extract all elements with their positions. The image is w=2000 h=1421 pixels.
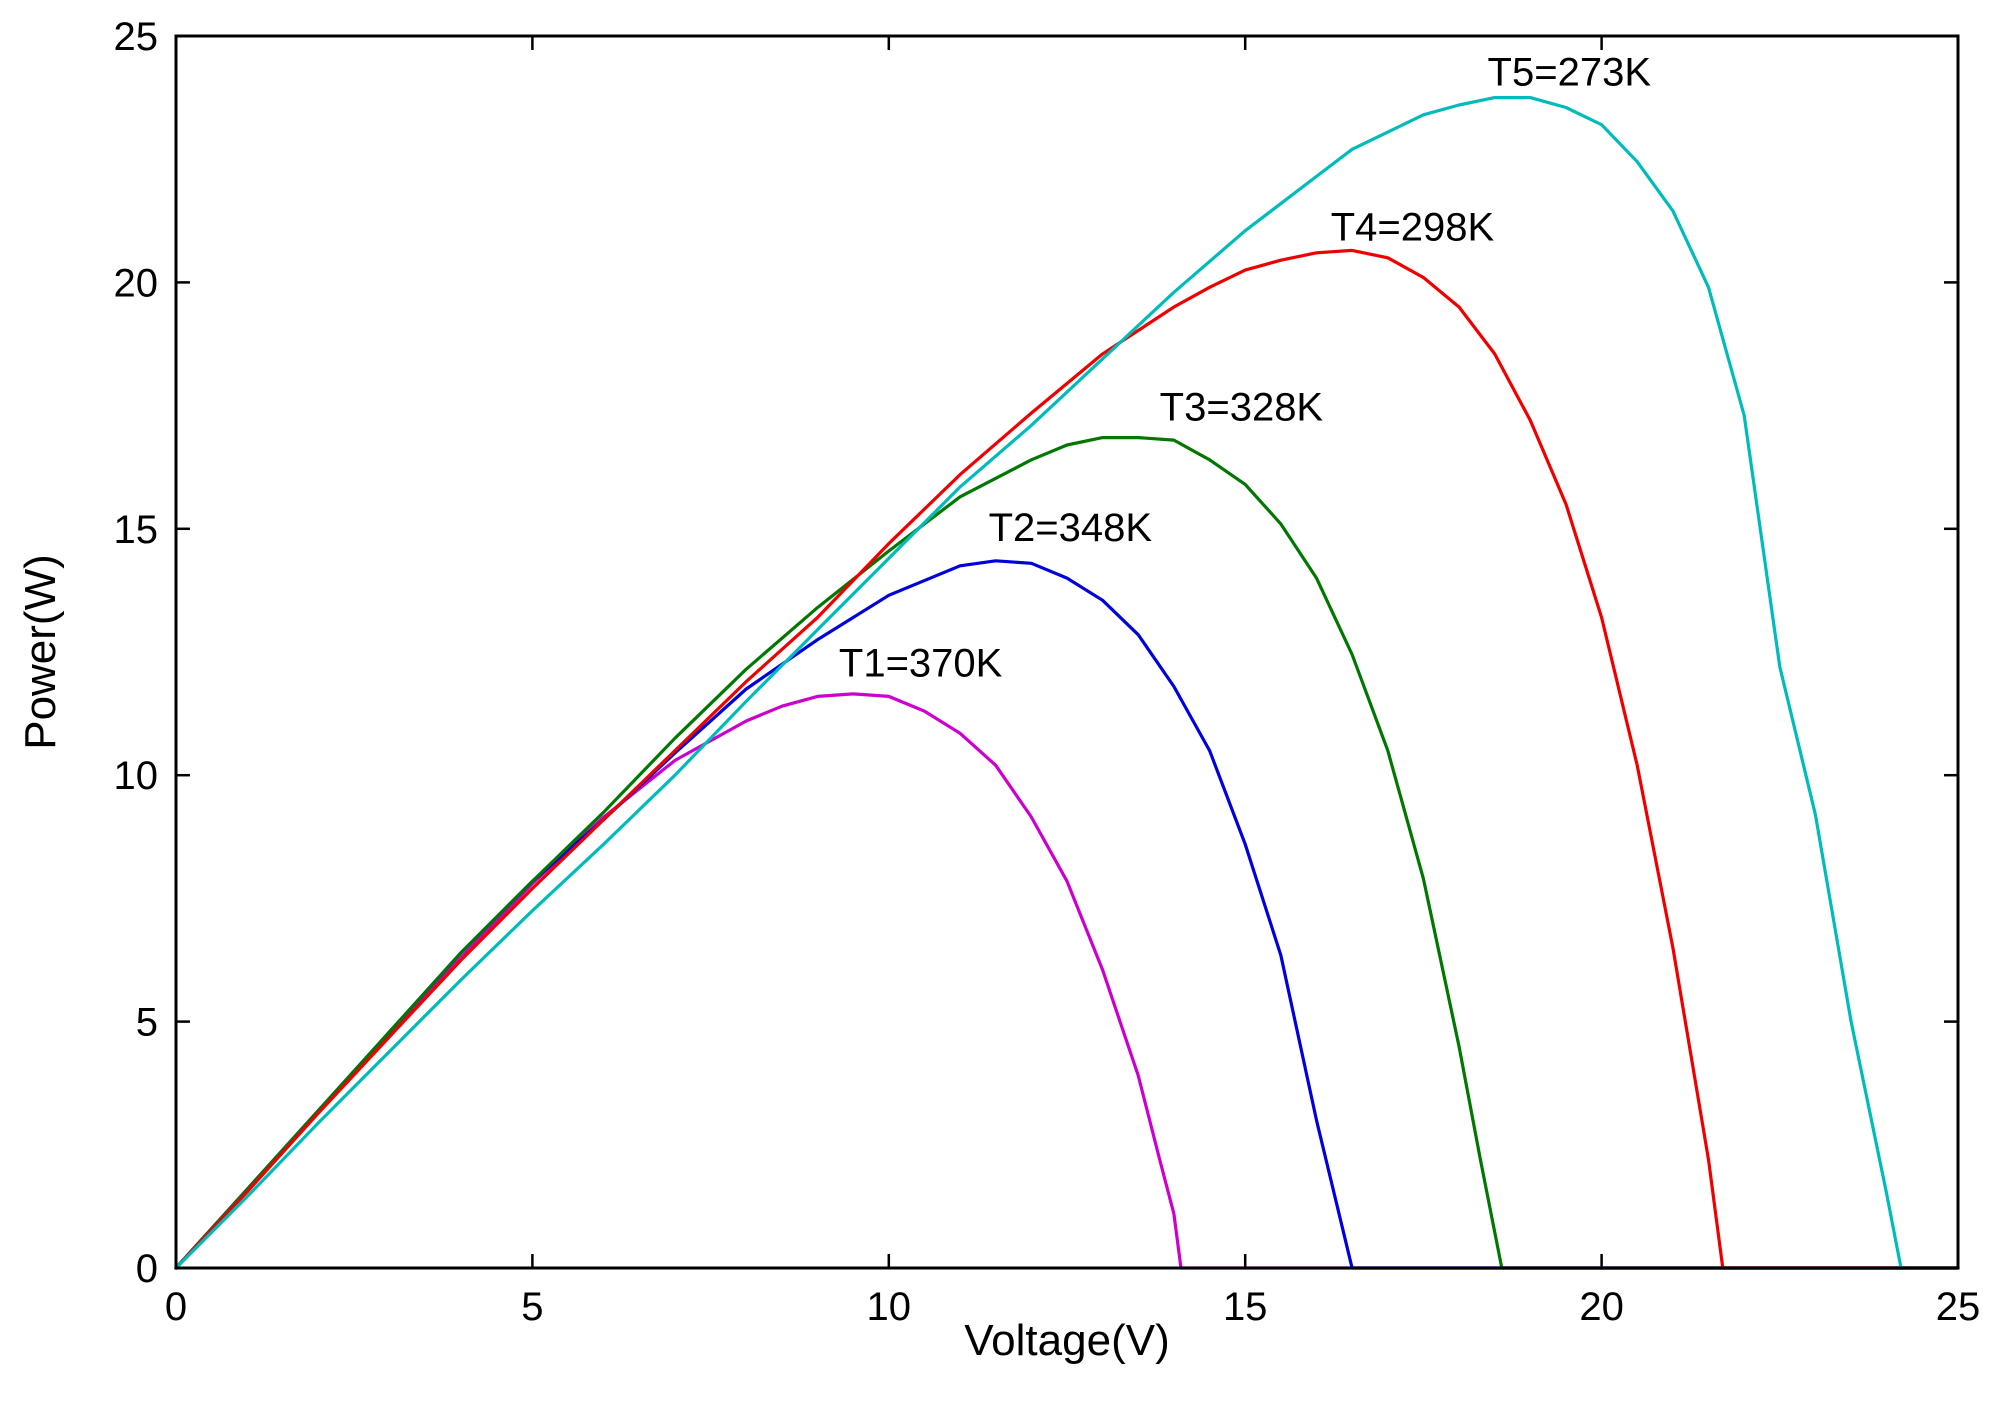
series-line-1 [174,692,1960,1270]
y-tick-label: 5 [136,1001,158,1045]
x-tick-label: 0 [165,1285,187,1329]
series-line-2 [174,559,1960,1270]
axis-ticks [174,34,1960,1270]
curve-label-4: T4=298K [1331,206,1495,250]
x-tick-label: 25 [1936,1285,1981,1329]
curve-label-2: T2=348K [989,506,1153,550]
x-axis-label: Voltage(V) [964,1316,1169,1365]
x-tick-label: 20 [1579,1285,1624,1329]
curve-label-1: T1=370K [839,642,1003,686]
y-tick-label: 20 [114,261,159,305]
y-tick-label: 10 [114,754,159,798]
x-tick-label: 5 [521,1285,543,1329]
curve-label-3: T3=328K [1160,385,1324,429]
x-tick-label: 10 [867,1285,912,1329]
series-line-4 [174,248,1960,1270]
series-line-3 [174,436,1960,1270]
y-tick-label: 25 [114,15,159,59]
y-tick-label: 0 [136,1247,158,1291]
x-tick-label: 15 [1223,1285,1268,1329]
curve-label-5: T5=273K [1488,50,1652,94]
curve-labels: T1=370K T2=348K T3=328K T4=298K T5=273K [839,50,1651,685]
tick-labels: 0 5 10 15 20 25 0 5 10 15 20 25 [114,15,1981,1329]
y-tick-label: 15 [114,508,159,552]
series-layer [174,95,1960,1270]
y-axis-label: Power(W) [16,554,65,750]
plot-frame [174,34,1960,1270]
series-line-5 [174,95,1960,1270]
